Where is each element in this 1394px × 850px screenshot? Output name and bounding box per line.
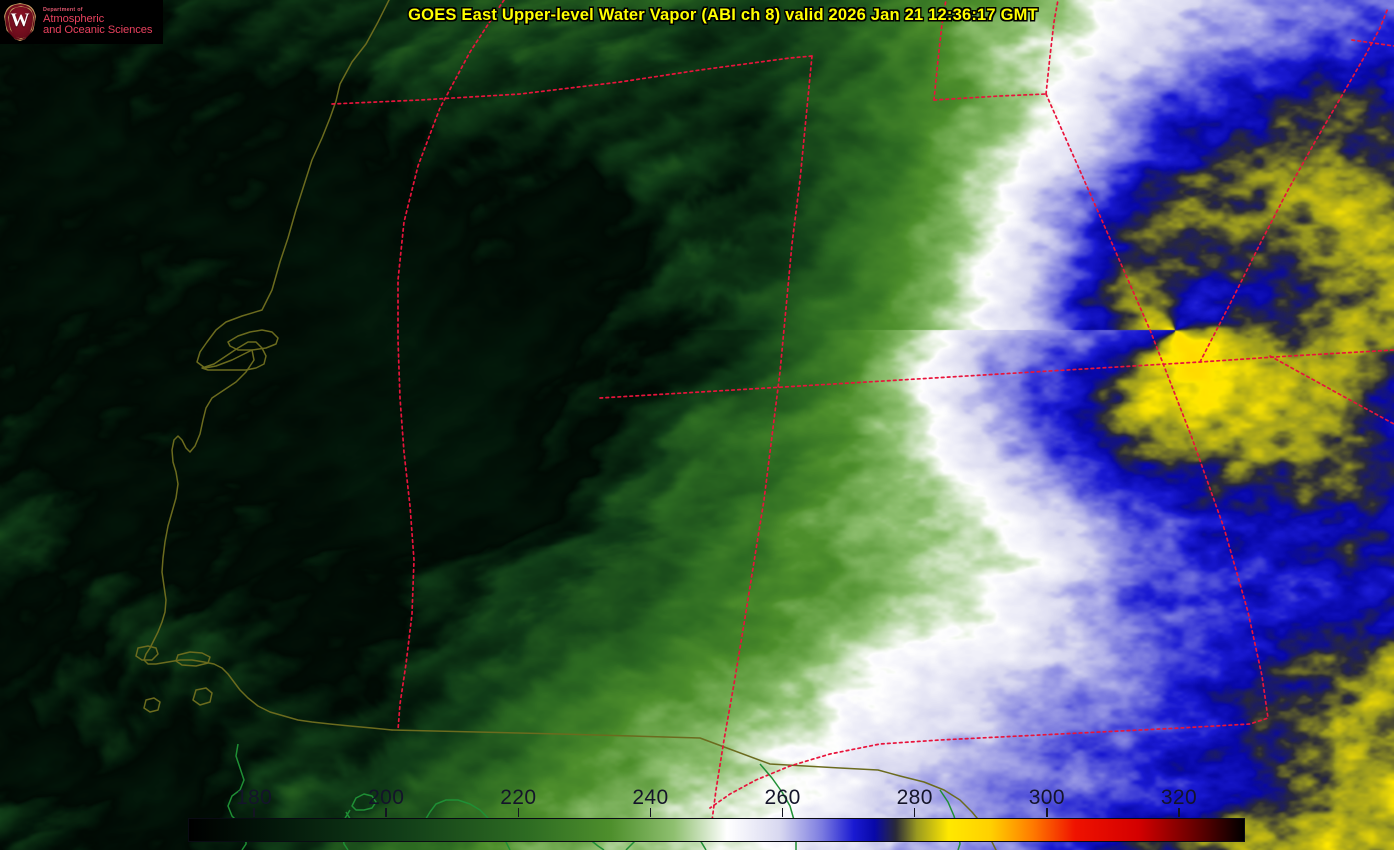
- crest-letter: W: [10, 10, 30, 31]
- uw-aos-logo-banner: W Department of Atmospheric and Oceanic …: [0, 0, 163, 44]
- logo-line-department: Department of: [43, 7, 83, 14]
- uw-crest-icon: W: [2, 2, 38, 42]
- logo-line-oceanic: and Oceanic Sciences: [43, 24, 153, 37]
- logo-line-atmospheric: Atmospheric: [43, 12, 105, 25]
- logo-text-block: Department of Atmospheric and Oceanic Sc…: [43, 7, 152, 36]
